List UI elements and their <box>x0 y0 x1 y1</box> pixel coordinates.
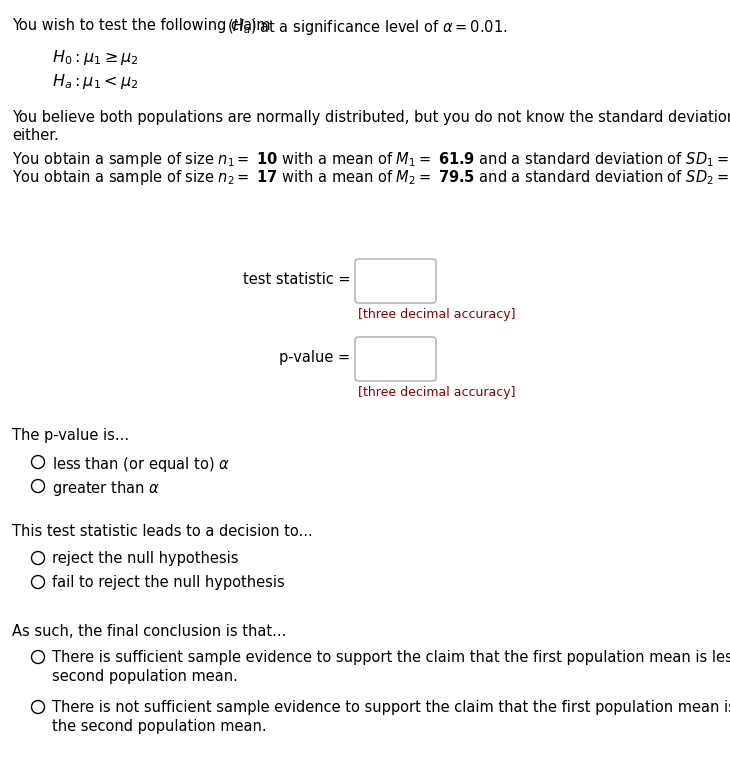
Text: [three decimal accuracy]: [three decimal accuracy] <box>358 308 515 321</box>
FancyBboxPatch shape <box>355 337 436 381</box>
Text: either.: either. <box>12 128 58 143</box>
Text: at a significance level of $\alpha = 0.01$.: at a significance level of $\alpha = 0.0… <box>255 18 507 37</box>
Text: You obtain a sample of size $n_2 = $ $\mathbf{17}$ with a mean of $M_2 = $ $\mat: You obtain a sample of size $n_2 = $ $\m… <box>12 168 730 187</box>
Text: As such, the final conclusion is that...: As such, the final conclusion is that... <box>12 624 286 639</box>
Text: The p-value is...: The p-value is... <box>12 428 129 443</box>
Text: [three decimal accuracy]: [three decimal accuracy] <box>358 386 515 399</box>
Text: There is sufficient sample evidence to support the claim that the first populati: There is sufficient sample evidence to s… <box>52 650 730 665</box>
Text: You believe both populations are normally distributed, but you do not know the s: You believe both populations are normall… <box>12 110 730 125</box>
Text: $H_a: \mu_1 < \mu_2$: $H_a: \mu_1 < \mu_2$ <box>52 72 139 91</box>
Text: less than (or equal to) $\alpha$: less than (or equal to) $\alpha$ <box>52 455 230 474</box>
Text: $H_0: \mu_1 \geq \mu_2$: $H_0: \mu_1 \geq \mu_2$ <box>52 48 139 67</box>
Text: greater than $\alpha$: greater than $\alpha$ <box>52 479 160 498</box>
Text: There is not sufficient sample evidence to support the claim that the first popu: There is not sufficient sample evidence … <box>52 700 730 715</box>
Text: This test statistic leads to a decision to...: This test statistic leads to a decision … <box>12 524 312 539</box>
Text: $(H_a)$: $(H_a)$ <box>227 18 257 36</box>
Text: test statistic =: test statistic = <box>243 272 355 287</box>
Text: the second population mean.: the second population mean. <box>52 719 266 734</box>
Text: You wish to test the following claim: You wish to test the following claim <box>12 18 275 33</box>
Text: reject the null hypothesis: reject the null hypothesis <box>52 551 239 566</box>
Text: fail to reject the null hypothesis: fail to reject the null hypothesis <box>52 575 285 590</box>
Text: p-value =: p-value = <box>280 350 355 365</box>
FancyBboxPatch shape <box>355 259 436 303</box>
Text: You obtain a sample of size $n_1 = $ $\mathbf{10}$ with a mean of $M_1 = $ $\mat: You obtain a sample of size $n_1 = $ $\m… <box>12 150 730 169</box>
Text: second population mean.: second population mean. <box>52 669 238 684</box>
